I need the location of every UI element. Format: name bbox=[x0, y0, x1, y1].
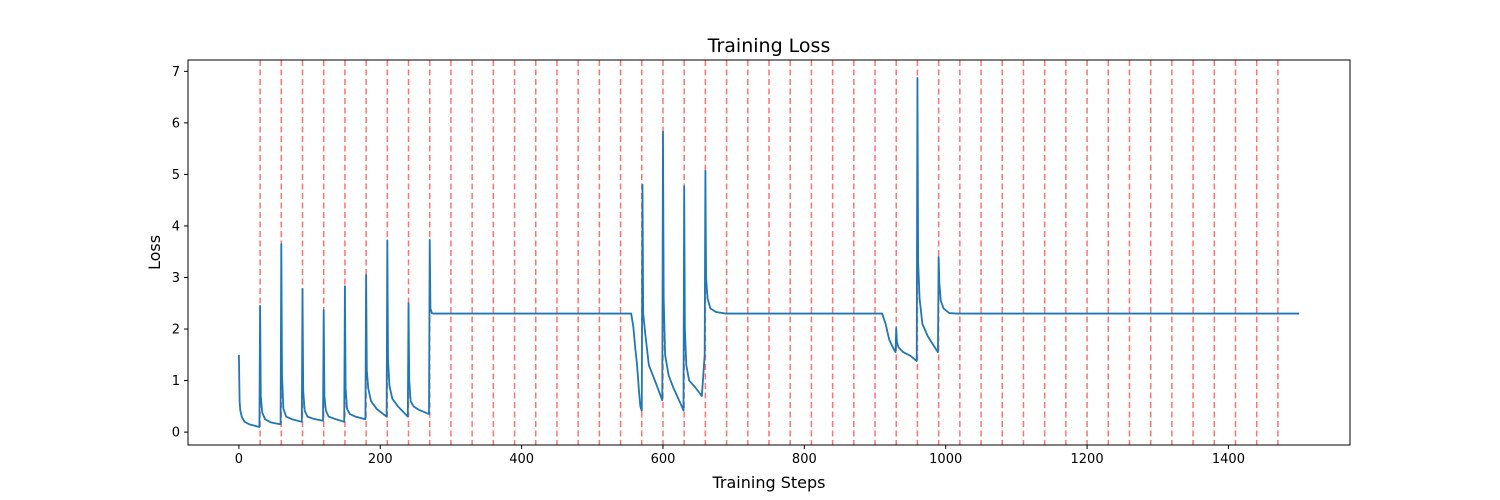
vertical-marker-lines bbox=[259, 60, 1279, 445]
y-tick-label: 2 bbox=[172, 323, 180, 338]
y-axis-label: Loss bbox=[145, 235, 164, 270]
x-tick-label: 1000 bbox=[929, 452, 962, 467]
chart-title: Training Loss bbox=[707, 35, 831, 57]
y-tick-label: 3 bbox=[172, 271, 180, 286]
loss-series-group bbox=[237, 77, 1300, 428]
x-tick-label: 800 bbox=[792, 452, 817, 467]
y-tick-label: 1 bbox=[172, 374, 180, 389]
x-axis-label: Training Steps bbox=[712, 473, 826, 492]
y-tick-label: 5 bbox=[172, 168, 180, 183]
y-tick-label: 0 bbox=[172, 426, 180, 441]
plot-frame bbox=[187, 59, 1351, 446]
y-tick-label: 4 bbox=[172, 219, 180, 234]
x-tick-label: 0 bbox=[235, 452, 243, 467]
x-tick-label: 200 bbox=[368, 452, 393, 467]
x-tick-label: 1400 bbox=[1212, 452, 1245, 467]
x-tick-label: 600 bbox=[651, 452, 676, 467]
x-tick-label: 400 bbox=[509, 452, 534, 467]
x-tick-label: 1200 bbox=[1071, 452, 1104, 467]
loss-line bbox=[237, 77, 1300, 428]
y-tick-label: 7 bbox=[172, 65, 180, 80]
x-axis-ticks: 0 200 400 600 800 1000 1200 1400 bbox=[235, 445, 1245, 467]
y-tick-label: 6 bbox=[172, 116, 180, 131]
y-axis-ticks: 0 1 2 3 4 5 6 7 bbox=[172, 65, 188, 441]
